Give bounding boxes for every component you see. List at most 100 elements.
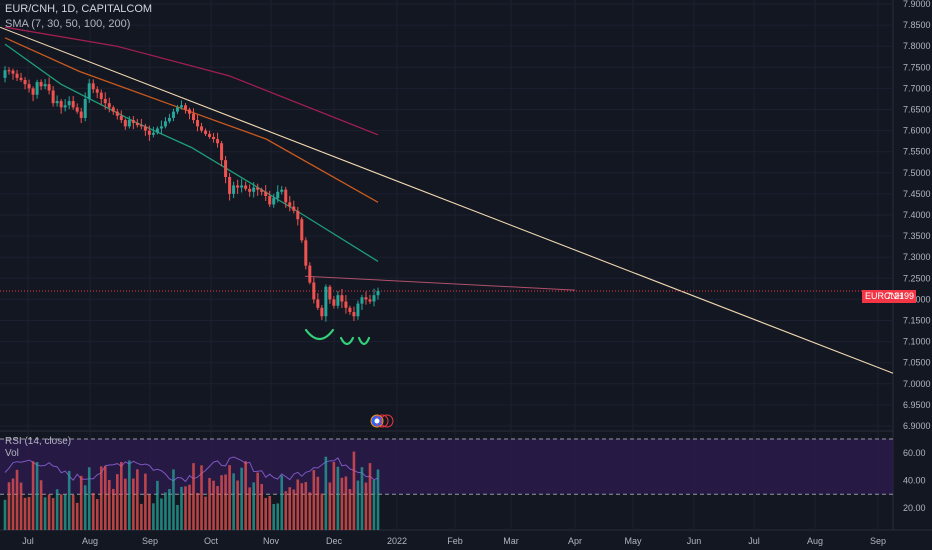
candle-body [155, 128, 159, 133]
volume-bar [59, 494, 63, 530]
candle-body [171, 111, 175, 118]
candle-body [260, 189, 264, 192]
volume-bar [91, 493, 95, 530]
volume-bar [316, 476, 320, 530]
volume-bar [35, 461, 39, 530]
volume-bar [75, 502, 79, 530]
candle-body [139, 125, 143, 127]
candle-body [83, 98, 87, 118]
price-tick-label: 7.2500 [903, 273, 931, 283]
candle-body [220, 143, 224, 161]
sma-legend[interactable]: SMA (7, 30, 50, 100, 200) [5, 18, 131, 30]
candle-body [187, 109, 191, 114]
volume-bar [160, 498, 163, 530]
candle-body [175, 107, 179, 112]
volume-bar [284, 491, 288, 530]
time-tick-label: Jul [22, 536, 34, 546]
candle-body [91, 83, 95, 90]
volume-bar [156, 480, 159, 530]
candle-body [324, 286, 328, 317]
volume-bar [252, 482, 255, 530]
volume-bar [31, 461, 35, 530]
price-tick-label: 7.6000 [903, 126, 931, 136]
volume-bar [87, 467, 91, 530]
volume-bar [23, 497, 27, 530]
candle-body [7, 70, 11, 72]
candle-body [312, 282, 316, 300]
volume-bars [3, 451, 380, 530]
candle-body [67, 101, 71, 106]
price-tick-label: 7.3000 [903, 252, 931, 262]
volume-bar [228, 465, 231, 530]
rsi-tick-label: 60.00 [903, 448, 926, 458]
rsi-line [4, 456, 379, 483]
price-tick-label: 7.6500 [903, 105, 931, 115]
volume-bar [356, 480, 360, 530]
volume-bar [83, 485, 87, 530]
volume-bar [192, 463, 195, 530]
volume-bar [288, 487, 292, 530]
candle-body [204, 130, 208, 134]
volume-bar [168, 488, 171, 530]
time-tick-label: May [624, 536, 642, 546]
volume-bar [360, 467, 364, 530]
candle-body [332, 299, 336, 306]
rsi-band [0, 439, 893, 495]
volume-bar [244, 461, 247, 530]
candle-body [107, 103, 111, 108]
symbol-legend[interactable]: EUR/CNH, 1D, CAPITALCOM [5, 3, 153, 15]
volume-bar [204, 496, 207, 530]
price-tick-label: 7.4000 [903, 210, 931, 220]
price-tick-label: 7.3500 [903, 231, 931, 241]
volume-bar [224, 474, 227, 530]
volume-bar [111, 488, 115, 530]
volume-bar [79, 475, 83, 530]
candle-body [328, 286, 332, 300]
candle-body [47, 84, 51, 91]
volume-bar [312, 470, 316, 530]
time-tick-label: Jul [748, 536, 760, 546]
volume-bar [256, 472, 259, 530]
volume-bar [304, 482, 308, 530]
volume-legend[interactable]: Vol [5, 448, 19, 459]
candle-body [159, 126, 163, 129]
candle-body [280, 189, 284, 192]
volume-bar [140, 503, 143, 530]
price-tick-label: 6.9500 [903, 400, 931, 410]
candle-body [183, 105, 187, 110]
pattern-arc [339, 336, 355, 346]
volume-bar [7, 482, 11, 530]
price-tag-value: 7.2199 [886, 291, 914, 301]
rsi-tick-label: 20.00 [903, 503, 926, 513]
volume-bar [300, 483, 304, 530]
time-tick-label: Aug [82, 536, 98, 546]
price-tick-label: 7.2000 [903, 294, 931, 304]
volume-bar [232, 473, 235, 530]
candle-body [75, 107, 79, 112]
volume-bar [248, 487, 251, 530]
sma-line [4, 26, 379, 136]
candle-body [196, 120, 200, 127]
price-tick-label: 7.9000 [903, 0, 931, 9]
candle-body [268, 196, 272, 205]
candle-body [23, 79, 27, 85]
candle-body [288, 202, 292, 207]
volume-bar [324, 456, 328, 530]
candle-body [39, 82, 43, 87]
candle-body [179, 105, 183, 108]
price-tag-symbol: EURCNH [865, 291, 904, 301]
volume-bar [364, 482, 368, 530]
candle-body [111, 107, 115, 112]
volume-bar [372, 479, 376, 530]
candle-body [372, 295, 376, 302]
candle-body [11, 70, 15, 74]
volume-bar [276, 503, 280, 530]
candle-body [236, 185, 240, 188]
price-tick-label: 7.7000 [903, 83, 931, 93]
rsi-legend[interactable]: RSI (14, close) [5, 436, 72, 447]
event-badge-icon[interactable] [370, 414, 396, 428]
time-tick-label: Mar [503, 536, 519, 546]
time-tick-label: Sep [870, 536, 886, 546]
